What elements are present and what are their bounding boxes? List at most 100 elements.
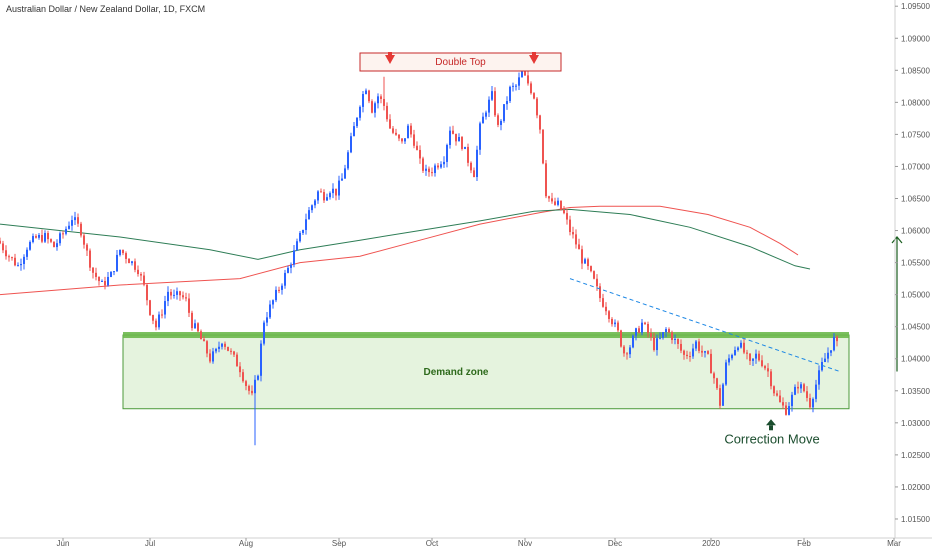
candle <box>95 267 97 281</box>
candle <box>395 128 397 136</box>
candle <box>443 156 445 168</box>
candle <box>539 114 541 134</box>
candle <box>263 320 265 346</box>
candle <box>374 101 376 118</box>
candle <box>506 96 508 110</box>
candle <box>332 183 334 199</box>
candle <box>251 385 253 396</box>
y-tick-label: 1.03500 <box>901 387 930 396</box>
candle <box>830 350 832 357</box>
candle <box>14 253 16 267</box>
candle <box>134 258 136 273</box>
candle <box>56 239 58 251</box>
candle <box>560 200 562 211</box>
candle <box>368 89 370 104</box>
candle <box>356 117 358 129</box>
candle <box>347 150 349 171</box>
candle <box>755 349 757 364</box>
candle <box>563 206 565 215</box>
dashed-trendline <box>569 278 841 373</box>
candle <box>35 234 37 239</box>
candle <box>491 85 493 102</box>
demand-zone: Demand zone <box>122 332 850 410</box>
y-tick-label: 1.04500 <box>901 323 930 332</box>
candle <box>653 332 655 352</box>
candle <box>329 191 331 200</box>
candle <box>485 110 487 120</box>
annotations: Double Top Correction Move <box>359 52 903 446</box>
candle <box>641 318 643 336</box>
candle <box>677 338 679 349</box>
candle <box>455 133 457 146</box>
candle <box>236 352 238 367</box>
y-tick-label: 1.06000 <box>901 227 930 236</box>
candle <box>242 369 244 383</box>
y-tick-label: 1.02000 <box>901 483 930 492</box>
candle <box>68 221 70 230</box>
down-arrow-icon <box>385 55 395 64</box>
candle <box>164 295 166 319</box>
candle <box>770 369 772 390</box>
y-tick-label: 1.03000 <box>901 419 930 428</box>
candle <box>299 230 301 243</box>
candle <box>131 260 133 266</box>
candle <box>434 163 436 177</box>
candle <box>821 357 823 372</box>
candle <box>407 123 409 139</box>
candle <box>140 272 142 281</box>
candle <box>296 238 298 251</box>
candle <box>467 143 469 167</box>
candle <box>488 96 490 118</box>
candle <box>392 125 394 135</box>
candle <box>47 230 49 244</box>
candle <box>689 351 691 362</box>
candle <box>623 345 625 357</box>
candle <box>215 347 217 354</box>
candle <box>29 240 31 251</box>
candle <box>92 267 94 279</box>
candle <box>611 317 613 327</box>
candle <box>803 382 805 393</box>
y-tick-label: 1.07500 <box>901 130 930 139</box>
candle <box>668 327 670 334</box>
candle <box>575 229 577 249</box>
candle <box>743 338 745 355</box>
x-tick-label: Jun <box>57 539 70 548</box>
candle <box>119 249 121 257</box>
candle <box>62 230 64 239</box>
candle <box>644 321 646 326</box>
candle <box>782 397 784 409</box>
candle <box>725 359 727 386</box>
candle <box>470 161 472 174</box>
candle <box>479 121 481 155</box>
candle <box>740 340 742 349</box>
candle <box>476 145 478 182</box>
candle <box>719 384 721 409</box>
up-arrow-icon <box>766 419 776 426</box>
candle <box>446 143 448 168</box>
candle <box>788 402 790 416</box>
candle <box>410 123 412 138</box>
y-tick-label: 1.08500 <box>901 66 930 75</box>
candle <box>731 353 733 361</box>
candle <box>248 384 250 395</box>
candle <box>311 204 313 213</box>
candle <box>128 257 130 264</box>
demand-zone-top-line <box>123 332 849 339</box>
candle <box>710 349 712 374</box>
candle <box>734 346 736 356</box>
candle <box>50 238 52 244</box>
candle <box>713 371 715 384</box>
candle <box>704 350 706 358</box>
candle <box>158 311 160 330</box>
candle <box>176 287 178 300</box>
candle <box>65 226 67 236</box>
candle <box>98 276 100 286</box>
candle <box>587 257 589 270</box>
candle <box>182 291 184 300</box>
candle <box>218 341 220 353</box>
candle <box>416 141 418 151</box>
candle <box>431 167 433 177</box>
candle <box>647 321 649 338</box>
candle <box>776 390 778 397</box>
